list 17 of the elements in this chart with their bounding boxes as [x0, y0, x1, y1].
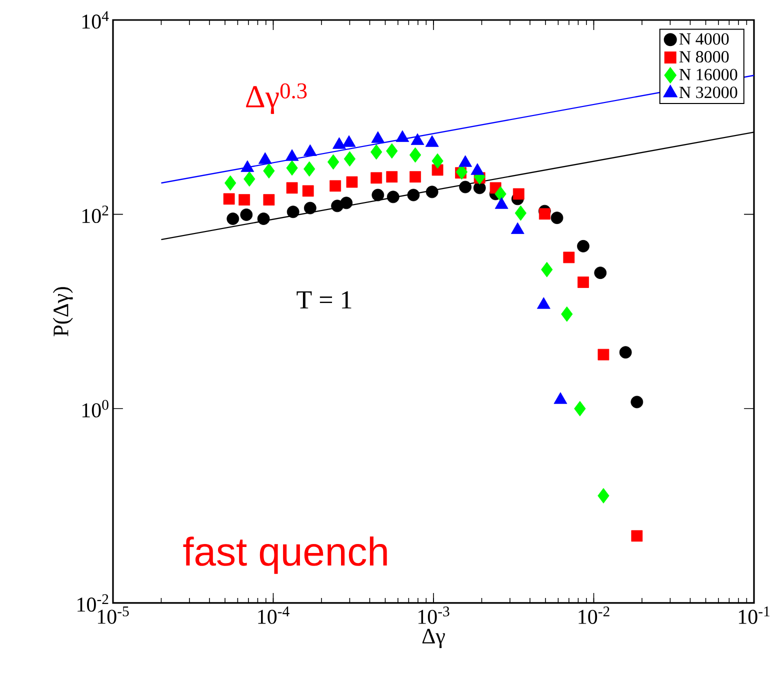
y-tick-label: 10$^{2}$ — [82, 206, 108, 224]
legend-label: N 16000 — [679, 68, 738, 80]
x-tick-label: 10$^{-3}$ — [418, 606, 450, 624]
y-tick-label: 10$^{0}$ — [82, 400, 108, 418]
x-tick-label: 10$^{-4}$ — [258, 606, 290, 624]
annotation: T = 1 — [296, 291, 352, 308]
legend-label: N 32000 — [679, 86, 738, 98]
y-tick-label: 10$^{4}$ — [82, 11, 109, 29]
annotation: Δγ$^{0.3}$ — [246, 83, 307, 114]
y-axis-title: P(Δγ) — [52, 287, 73, 336]
x-axis-title: Δγ — [422, 628, 445, 648]
x-tick-label: 10$^{-5}$ — [98, 606, 129, 624]
legend-label: N 4000 — [679, 33, 729, 45]
annotation: fast quench — [183, 536, 387, 574]
x-tick-label: 10$^{-1}$ — [738, 606, 770, 624]
legend-label: N 8000 — [679, 51, 729, 63]
x-tick-label: 10$^{-2}$ — [578, 606, 610, 624]
